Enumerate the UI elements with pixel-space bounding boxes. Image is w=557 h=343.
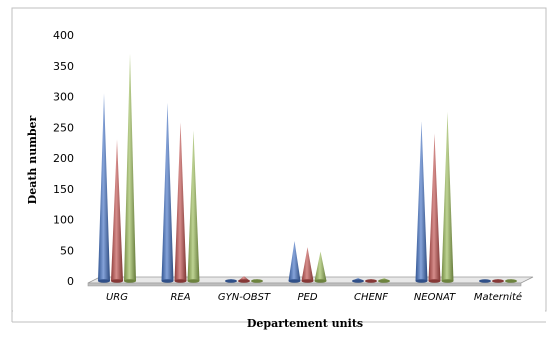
cone-base <box>301 279 314 283</box>
y-axis-title: Death number <box>26 115 39 204</box>
floor-front-edge <box>87 282 522 287</box>
cone-base <box>187 279 200 283</box>
cone-bar <box>492 279 504 283</box>
x-category-label: PED <box>297 292 317 303</box>
category-group <box>288 241 327 283</box>
y-tick-label: 50 <box>60 244 74 257</box>
cone-bar <box>441 111 454 283</box>
cone-bar <box>301 247 314 283</box>
cone-base <box>124 279 136 283</box>
cone-body <box>441 111 454 281</box>
cone-base <box>161 279 174 283</box>
y-tick-label: 350 <box>53 60 74 73</box>
cone-body <box>98 93 110 281</box>
cone-bar <box>352 277 364 283</box>
y-tick-label: 400 <box>53 29 74 42</box>
y-tick-label: 150 <box>53 183 74 196</box>
y-tick-label: 300 <box>53 91 74 104</box>
x-category-label: Maternité <box>474 291 522 303</box>
category-group <box>98 53 136 283</box>
cone-bar <box>111 139 123 283</box>
cone-body <box>301 247 314 281</box>
cone-bar <box>238 276 250 283</box>
category-group <box>225 276 263 283</box>
cone-base <box>314 279 327 283</box>
category-group <box>479 279 517 283</box>
cone-base <box>428 279 441 283</box>
cone-base <box>251 279 263 283</box>
x-category-label: CHENF <box>354 292 388 303</box>
cone-bar <box>161 102 174 283</box>
plot-area <box>98 53 517 283</box>
cone-base <box>415 279 428 283</box>
cone-bar <box>378 277 390 283</box>
cone-bar <box>314 251 327 283</box>
cone-base <box>365 279 377 283</box>
cone-base <box>378 279 390 283</box>
y-axis-ticks: 0 50 100 150 200 250 300 350 400 <box>53 29 74 288</box>
x-category-label: NEONAT <box>414 292 456 303</box>
cone-bar <box>428 133 441 283</box>
cone-bar <box>124 53 136 283</box>
cone-bar <box>505 279 517 283</box>
cone-body <box>314 251 327 281</box>
x-axis-title: Departement units <box>247 317 363 330</box>
cone-base <box>174 279 187 283</box>
cone-body <box>187 130 200 281</box>
cone-body <box>288 241 301 281</box>
cone-body <box>124 53 136 282</box>
category-group <box>415 111 454 283</box>
cone-base <box>441 279 454 283</box>
category-group <box>161 102 200 283</box>
cone-bar <box>251 279 263 283</box>
y-tick-label: 250 <box>53 121 74 134</box>
cone-base <box>505 279 517 283</box>
x-category-label: URG <box>106 292 128 303</box>
cone-body <box>161 102 174 282</box>
cone-base <box>111 279 123 283</box>
cone-base <box>288 279 301 283</box>
chart-frame <box>11 7 547 312</box>
cone-bar <box>288 241 301 283</box>
cone-base <box>352 279 364 283</box>
cone-base <box>225 279 237 283</box>
x-category-label: REA <box>170 292 190 303</box>
cone-base <box>492 279 504 283</box>
x-category-label: GYN-OBST <box>218 292 271 303</box>
cone-base <box>479 279 491 283</box>
cone-body <box>415 121 428 281</box>
cone-bar <box>98 93 110 283</box>
cone-bar <box>365 279 377 283</box>
cone-base <box>238 279 250 283</box>
cone-bar <box>415 121 428 283</box>
cone-bar <box>187 130 200 283</box>
category-group <box>352 277 390 283</box>
y-tick-label: 0 <box>67 275 74 288</box>
cone-bar <box>225 279 237 283</box>
cone-body <box>428 133 441 281</box>
cone-bar <box>479 279 491 283</box>
cone-bar <box>174 122 187 283</box>
y-tick-label: 100 <box>53 214 74 227</box>
cone-base <box>98 279 110 283</box>
x-axis-categories: URG REA GYN-OBST PED CHENF NEONAT Maternité <box>106 291 522 303</box>
cone-body <box>174 122 187 281</box>
y-tick-label: 200 <box>53 152 74 165</box>
cone-body <box>111 139 123 281</box>
